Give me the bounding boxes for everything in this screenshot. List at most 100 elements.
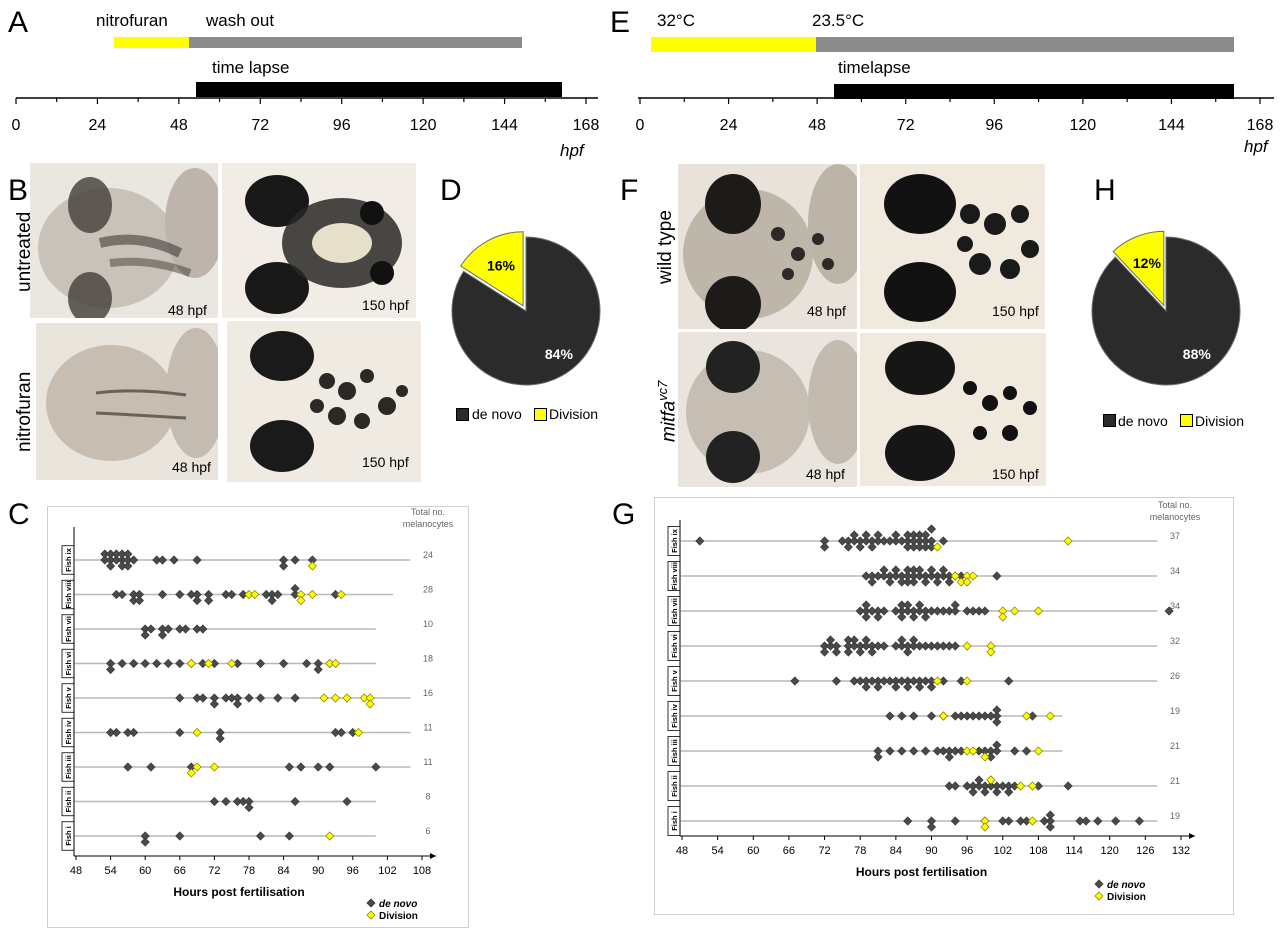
chart-g-denovo-point <box>1027 711 1038 721</box>
image-untreated-150hpf <box>222 163 416 318</box>
chart-c-total-header: melanocytes <box>403 519 454 529</box>
chart-g-division-point <box>998 612 1008 622</box>
chart-g-fish-label: Fish iv <box>670 703 679 728</box>
chart-g-denovo-point <box>873 536 883 546</box>
chart-g-denovo-point <box>926 571 937 581</box>
chart-g-denovo-point <box>1004 816 1014 826</box>
chart-g-fish-label: Fish ii <box>670 775 679 797</box>
chart-g-denovo-point <box>820 647 830 657</box>
chart-g-denovo-point <box>861 635 871 645</box>
chart-g-fish-label-box <box>667 701 681 731</box>
hpf-unit-e: hpf <box>1244 137 1268 156</box>
caption-48hpf-b1: 48 hpf <box>168 302 207 318</box>
chart-c-axis-arrow <box>430 853 436 859</box>
chart-g-denovo-point <box>926 711 937 721</box>
timelapse-label-a: time lapse <box>212 58 290 77</box>
chart-c-denovo-point <box>290 583 300 594</box>
chart-c-denovo-point <box>146 762 156 772</box>
chart-g-division-point <box>962 577 972 587</box>
panel-label-h: H <box>1094 174 1116 207</box>
chart-g-denovo-point <box>903 542 913 552</box>
chart-c-fish-total: 11 <box>423 757 432 767</box>
chart-g-denovo-point <box>926 822 937 832</box>
chart-c-fish-label-box <box>61 614 75 644</box>
chart-c-division-point <box>319 693 329 703</box>
chart-c-fish-total: 16 <box>423 688 433 698</box>
legend-swatch-division-d <box>534 408 547 421</box>
chart-g-division-point <box>986 775 996 785</box>
pie-h-slice-de-novo <box>1091 236 1241 386</box>
chart-c-legend-division: Division <box>379 911 418 922</box>
chart-c-x-tick-label: 54 <box>104 865 116 877</box>
chart-g-denovo-point <box>825 641 836 651</box>
chart-c-denovo-point <box>129 658 139 669</box>
chart-g-denovo-point <box>915 542 925 552</box>
chart-g-division-point <box>938 711 948 721</box>
chart-g-denovo-point <box>915 641 925 651</box>
panel-label-f: F <box>620 174 639 207</box>
chart-c-division-point <box>325 831 335 841</box>
timeline-e-tick-label: 48 <box>808 117 827 134</box>
chart-g-denovo-point <box>992 746 1002 756</box>
chart-c-denovo-point <box>371 762 381 772</box>
chart-c-fish-label-box <box>61 683 75 713</box>
chart-g-division-point <box>962 676 972 686</box>
chart-c-x-tick-label: 60 <box>139 865 151 877</box>
chart-g-denovo-point <box>885 711 895 721</box>
pie-h-slice-division <box>1112 230 1165 307</box>
chart-c-denovo-point <box>215 733 225 744</box>
timelapse-bar-a <box>196 82 562 97</box>
chart-g-denovo-point <box>855 542 865 552</box>
chart-g-denovo-point <box>956 746 966 756</box>
chart-g-division-point <box>986 647 996 657</box>
chart-g-denovo-point <box>831 676 842 686</box>
chart-c-denovo-point <box>296 762 306 772</box>
chart-g-denovo-point <box>897 641 907 651</box>
chart-g-denovo-point <box>926 524 937 534</box>
chart-g-denovo-point <box>962 781 972 791</box>
panel-label-a: A <box>8 6 29 39</box>
chart-c-x-tick-label: 78 <box>243 865 255 877</box>
chart-c-denovo-point <box>290 555 300 565</box>
chart-g-division-point <box>1063 536 1073 546</box>
chart-g-denovo-point <box>998 781 1008 791</box>
chart-c-fish-label-box <box>61 648 75 679</box>
legend-swatch-division-h <box>1180 414 1193 427</box>
chart-g-denovo-point <box>903 682 913 692</box>
chart-g-denovo-point <box>974 775 984 785</box>
chart-g-denovo-point <box>926 565 937 575</box>
chart-g-denovo-point <box>843 647 853 657</box>
chart-c-fish-total: 18 <box>423 654 433 664</box>
chart-g-fish-total: 21 <box>1170 776 1180 786</box>
chart-g-denovo-point <box>992 787 1002 797</box>
chart-g-denovo-point <box>867 577 877 587</box>
chart-g-division-point <box>1033 606 1043 616</box>
chart-g-denovo-point <box>867 676 877 686</box>
chart-c-fish-label-box <box>61 579 75 610</box>
panel-label-g: G <box>612 498 636 531</box>
chart-g-division-point <box>968 571 978 581</box>
chart-g-denovo-point <box>920 542 931 552</box>
chart-g-denovo-point <box>962 711 972 721</box>
chart-c-legend-denovo: de novo <box>379 899 417 910</box>
chart-c-denovo-point <box>273 589 283 600</box>
chart-g-x-tick-label: 108 <box>1029 845 1047 857</box>
nitrofuran-bar <box>114 37 189 48</box>
chart-g-denovo-point <box>950 600 960 610</box>
chart-c-division-point <box>342 693 352 703</box>
chart-g-denovo-point <box>879 676 889 686</box>
chart-g-denovo-point <box>861 682 871 692</box>
chart-c-denovo-point <box>129 727 139 738</box>
timeline-e-tick-label: 96 <box>985 117 1004 134</box>
chart-g-denovo-point <box>879 536 889 546</box>
image-nitrofuran-150hpf <box>227 321 421 482</box>
chart-g-denovo-point <box>992 717 1002 727</box>
chart-g-denovo-point <box>843 542 853 552</box>
legend-denovo-h: de novo <box>1118 413 1168 429</box>
chart-c-division-point <box>365 699 375 709</box>
pie-d-label-division: 16% <box>487 258 516 274</box>
chart-c-denovo-point <box>284 762 294 772</box>
chart-g-total-header: melanocytes <box>1150 512 1201 522</box>
chart-c-denovo-point <box>221 796 231 807</box>
chart-c-denovo-point <box>175 727 185 738</box>
